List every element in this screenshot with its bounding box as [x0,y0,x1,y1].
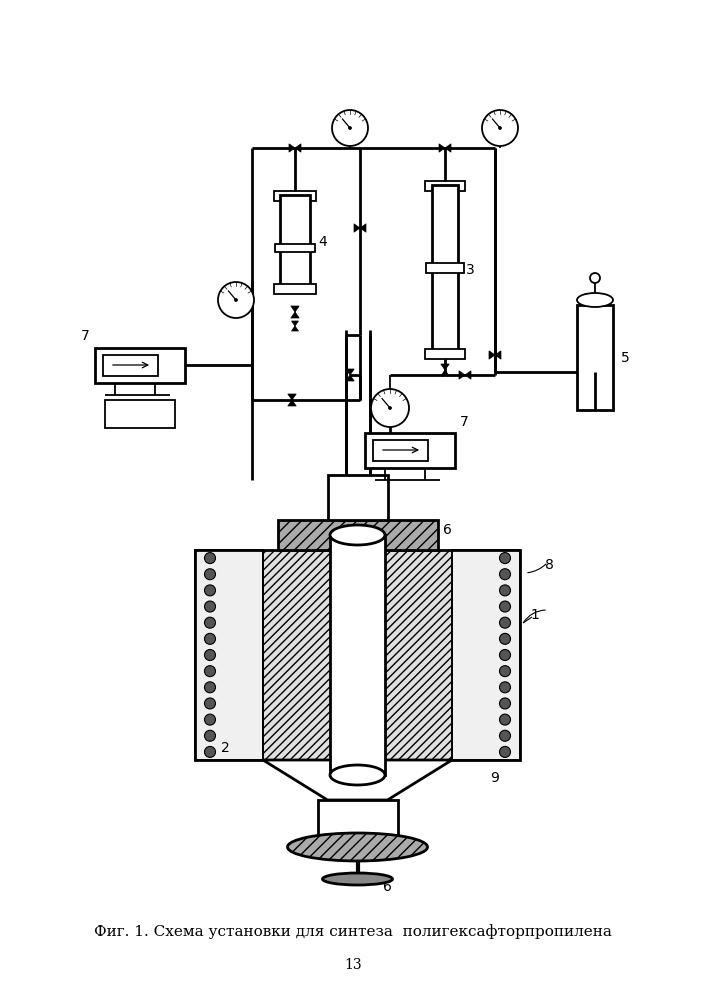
Circle shape [204,617,216,628]
Polygon shape [440,364,449,376]
Text: 6: 6 [443,523,451,537]
Bar [280,195,310,290]
Circle shape [500,666,510,677]
Circle shape [500,650,510,660]
Circle shape [204,569,216,580]
Circle shape [204,746,216,757]
Circle shape [500,682,510,693]
Polygon shape [289,144,301,152]
Text: 4: 4 [318,235,327,249]
Bar [327,475,387,520]
Ellipse shape [322,873,392,885]
Polygon shape [459,371,471,379]
Text: 7: 7 [81,328,90,342]
Circle shape [204,650,216,660]
Bar [330,535,385,775]
Bar [365,432,455,468]
Bar [373,440,428,460]
Polygon shape [346,369,354,381]
Text: Фиг. 1. Схема установки для синтеза  полигексафторпропилена: Фиг. 1. Схема установки для синтеза поли… [94,925,612,939]
Text: 13: 13 [344,958,362,972]
Circle shape [204,714,216,725]
Circle shape [498,126,501,129]
Circle shape [500,698,510,709]
Polygon shape [489,351,501,359]
Bar [425,349,465,359]
Bar [95,348,185,382]
Polygon shape [291,321,298,331]
Circle shape [500,569,510,580]
Circle shape [204,585,216,596]
Text: 3: 3 [466,263,474,277]
Polygon shape [263,760,452,800]
Ellipse shape [330,525,385,545]
Text: 1: 1 [530,608,539,622]
Bar [103,355,158,375]
Circle shape [590,273,600,283]
Bar [105,399,175,428]
Circle shape [204,601,216,612]
Text: 9: 9 [490,771,499,785]
Text: 7: 7 [460,416,469,430]
Bar [425,181,465,191]
Bar [426,263,464,273]
Ellipse shape [577,293,613,307]
Bar [432,185,458,355]
Circle shape [500,633,510,644]
Bar [577,305,613,410]
Ellipse shape [288,833,428,861]
Bar [195,550,520,760]
Circle shape [332,110,368,146]
Circle shape [500,601,510,612]
Circle shape [204,730,216,741]
Circle shape [204,553,216,564]
Bar [452,550,520,760]
Bar [195,550,263,760]
Circle shape [500,746,510,757]
Text: 6: 6 [382,880,392,894]
Circle shape [204,666,216,677]
Text: 5: 5 [621,351,630,364]
Circle shape [500,553,510,564]
Circle shape [204,682,216,693]
Circle shape [371,389,409,427]
Circle shape [500,585,510,596]
Polygon shape [291,306,299,318]
Ellipse shape [330,765,385,785]
Circle shape [235,298,238,302]
Circle shape [218,282,254,318]
Bar [274,191,316,201]
Circle shape [482,110,518,146]
Text: 2: 2 [221,741,229,755]
Polygon shape [354,224,366,232]
Bar [358,550,452,760]
Bar [317,800,397,835]
Circle shape [500,714,510,725]
Bar [263,550,358,760]
Circle shape [349,126,351,129]
Bar [275,244,315,252]
Bar [274,284,316,294]
Circle shape [500,730,510,741]
Circle shape [389,406,392,410]
Polygon shape [439,144,451,152]
Text: 8: 8 [545,558,554,572]
Circle shape [204,633,216,644]
Circle shape [204,698,216,709]
Circle shape [500,617,510,628]
Bar [278,520,438,550]
Polygon shape [288,394,296,406]
